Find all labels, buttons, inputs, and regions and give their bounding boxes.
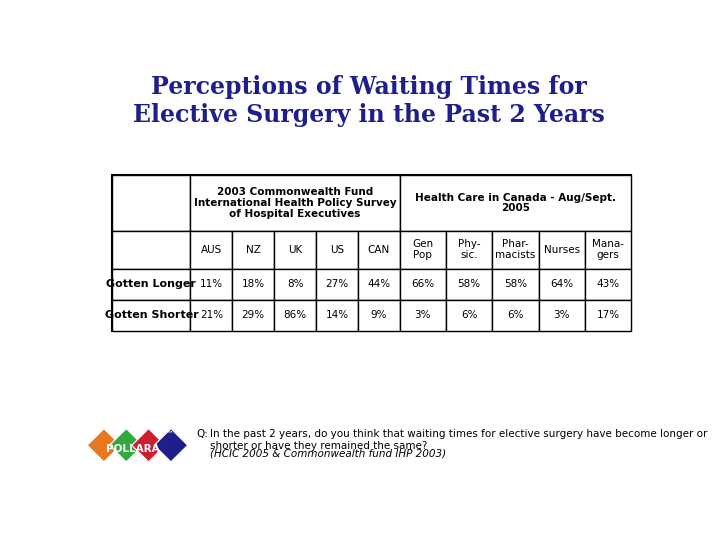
Text: 58%: 58% bbox=[458, 279, 481, 289]
Text: Q:: Q: bbox=[196, 429, 208, 438]
Text: 6%: 6% bbox=[461, 310, 477, 320]
Polygon shape bbox=[87, 429, 121, 462]
Bar bbox=[446, 268, 492, 300]
Text: 9%: 9% bbox=[371, 310, 387, 320]
Bar bbox=[492, 268, 539, 300]
Text: Gen
Pop: Gen Pop bbox=[413, 239, 433, 260]
Text: 43%: 43% bbox=[597, 279, 620, 289]
Bar bbox=[190, 231, 233, 268]
Bar bbox=[585, 300, 631, 331]
Text: POLLARA: POLLARA bbox=[106, 443, 160, 454]
Bar bbox=[316, 300, 358, 331]
Polygon shape bbox=[154, 429, 188, 462]
Bar bbox=[446, 300, 492, 331]
Text: In the past 2 years, do you think that waiting times for elective surgery have b: In the past 2 years, do you think that w… bbox=[210, 429, 707, 451]
Bar bbox=[316, 231, 358, 268]
Polygon shape bbox=[109, 429, 143, 462]
Text: 2003 Commonwealth Fund
International Health Policy Survey
of Hospital Executives: 2003 Commonwealth Fund International Hea… bbox=[194, 187, 397, 219]
Text: 66%: 66% bbox=[411, 279, 434, 289]
Bar bbox=[112, 268, 190, 300]
Bar bbox=[274, 231, 316, 268]
Bar bbox=[112, 175, 631, 331]
Bar bbox=[358, 300, 400, 331]
Bar bbox=[492, 231, 539, 268]
Text: 8%: 8% bbox=[287, 279, 303, 289]
Text: 44%: 44% bbox=[367, 279, 390, 289]
Text: 29%: 29% bbox=[242, 310, 265, 320]
Text: 17%: 17% bbox=[597, 310, 620, 320]
Text: 21%: 21% bbox=[200, 310, 223, 320]
Bar bbox=[585, 231, 631, 268]
Bar bbox=[274, 268, 316, 300]
Text: Nurses: Nurses bbox=[544, 245, 580, 255]
Text: ™: ™ bbox=[166, 430, 174, 439]
Bar bbox=[400, 268, 446, 300]
Bar bbox=[539, 231, 585, 268]
Bar bbox=[112, 300, 190, 331]
Text: 27%: 27% bbox=[325, 279, 348, 289]
Bar bbox=[190, 268, 233, 300]
Text: NZ: NZ bbox=[246, 245, 261, 255]
Bar bbox=[316, 268, 358, 300]
Bar bbox=[358, 268, 400, 300]
Bar bbox=[233, 268, 274, 300]
Polygon shape bbox=[132, 429, 166, 462]
Text: AUS: AUS bbox=[201, 245, 222, 255]
Text: (HCIC 2005 & Commonwealth fund IHP 2003): (HCIC 2005 & Commonwealth fund IHP 2003) bbox=[210, 449, 446, 458]
Bar bbox=[539, 268, 585, 300]
Bar bbox=[190, 300, 233, 331]
Bar bbox=[400, 175, 631, 231]
Bar bbox=[274, 300, 316, 331]
Text: Gotten Shorter: Gotten Shorter bbox=[104, 310, 198, 320]
Text: Mana-
gers: Mana- gers bbox=[592, 239, 624, 260]
Bar bbox=[358, 231, 400, 268]
Text: US: US bbox=[330, 245, 344, 255]
Bar bbox=[400, 300, 446, 331]
Text: Perceptions of Waiting Times for
Elective Surgery in the Past 2 Years: Perceptions of Waiting Times for Electiv… bbox=[133, 75, 605, 127]
Text: Phar-
macists: Phar- macists bbox=[495, 239, 536, 260]
Text: UK: UK bbox=[288, 245, 302, 255]
Bar bbox=[190, 175, 400, 231]
Bar bbox=[585, 268, 631, 300]
Text: 14%: 14% bbox=[325, 310, 348, 320]
Bar bbox=[233, 300, 274, 331]
Text: 11%: 11% bbox=[200, 279, 223, 289]
Text: Gotten Longer: Gotten Longer bbox=[107, 279, 197, 289]
Text: 86%: 86% bbox=[284, 310, 307, 320]
Bar bbox=[112, 175, 190, 231]
Text: Health Care in Canada - Aug/Sept.
2005: Health Care in Canada - Aug/Sept. 2005 bbox=[415, 193, 616, 213]
Bar bbox=[233, 231, 274, 268]
Bar bbox=[446, 231, 492, 268]
Bar bbox=[400, 231, 446, 268]
Bar bbox=[539, 300, 585, 331]
Text: 18%: 18% bbox=[242, 279, 265, 289]
Text: CAN: CAN bbox=[368, 245, 390, 255]
Bar bbox=[492, 300, 539, 331]
Text: 58%: 58% bbox=[504, 279, 527, 289]
Text: 3%: 3% bbox=[415, 310, 431, 320]
Text: 6%: 6% bbox=[507, 310, 523, 320]
Text: Phy-
sic.: Phy- sic. bbox=[458, 239, 480, 260]
Bar bbox=[112, 231, 190, 268]
Text: 3%: 3% bbox=[554, 310, 570, 320]
Text: 64%: 64% bbox=[550, 279, 573, 289]
